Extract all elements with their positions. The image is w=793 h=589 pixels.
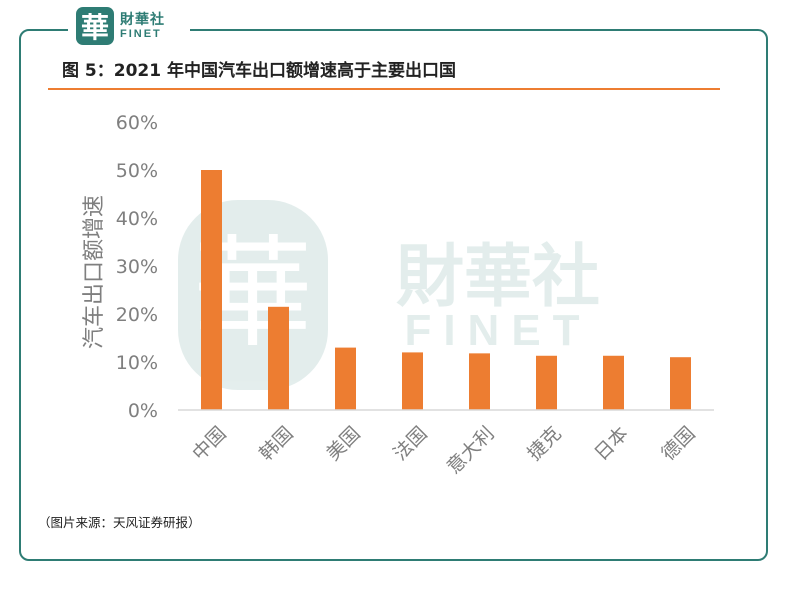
bar-6 xyxy=(603,355,624,410)
bar-0 xyxy=(201,170,222,410)
bar-7 xyxy=(670,357,691,410)
watermark-en: FINET xyxy=(404,306,591,355)
logo-wordmark: 財華社 FINET xyxy=(120,13,165,40)
x-tick-label: 意大利 xyxy=(443,423,499,479)
bar-2 xyxy=(335,347,356,410)
bar-5 xyxy=(536,355,557,410)
x-tick-label: 捷克 xyxy=(523,423,565,465)
logo-cn-text: 財華社 xyxy=(120,11,165,28)
chart-title: 图 5：2021 年中国汽车出口额增速高于主要出口国 xyxy=(62,61,456,81)
bar-1 xyxy=(268,306,289,410)
chart-card xyxy=(19,29,768,561)
finet-logo: 華 財華社 FINET xyxy=(68,6,190,46)
y-tick-label: 60% xyxy=(116,112,158,134)
y-tick-label: 30% xyxy=(116,256,158,278)
x-tick-label: 法国 xyxy=(389,423,431,465)
x-tick-label: 德国 xyxy=(657,423,699,465)
bar-3 xyxy=(402,352,423,410)
image-source-note: （图片来源：天风证券研报） xyxy=(38,515,201,530)
bars xyxy=(201,170,691,410)
y-tick-label: 10% xyxy=(116,352,158,374)
x-tick-label: 日本 xyxy=(590,423,632,465)
y-tick-label: 0% xyxy=(128,400,158,422)
y-tick-label: 20% xyxy=(116,304,158,326)
y-axis-ticks: 0% 10% 20% 30% 40% 50% 60% xyxy=(116,112,158,422)
x-tick-label: 韩国 xyxy=(255,423,297,465)
x-tick-label: 中国 xyxy=(188,423,230,465)
title-divider xyxy=(48,88,720,90)
watermark-cn: 財華社 xyxy=(396,237,600,317)
logo-en-text: FINET xyxy=(120,27,162,40)
y-tick-label: 50% xyxy=(116,160,158,182)
x-tick-label: 美国 xyxy=(322,423,364,465)
y-tick-label: 40% xyxy=(116,208,158,230)
x-axis-labels: 中国 韩国 美国 法国 意大利 捷克 日本 德国 xyxy=(188,423,699,479)
bar-4 xyxy=(469,353,490,410)
y-axis-label: 汽车出口额增速 xyxy=(82,195,107,349)
finet-seal-icon: 華 xyxy=(76,7,114,45)
